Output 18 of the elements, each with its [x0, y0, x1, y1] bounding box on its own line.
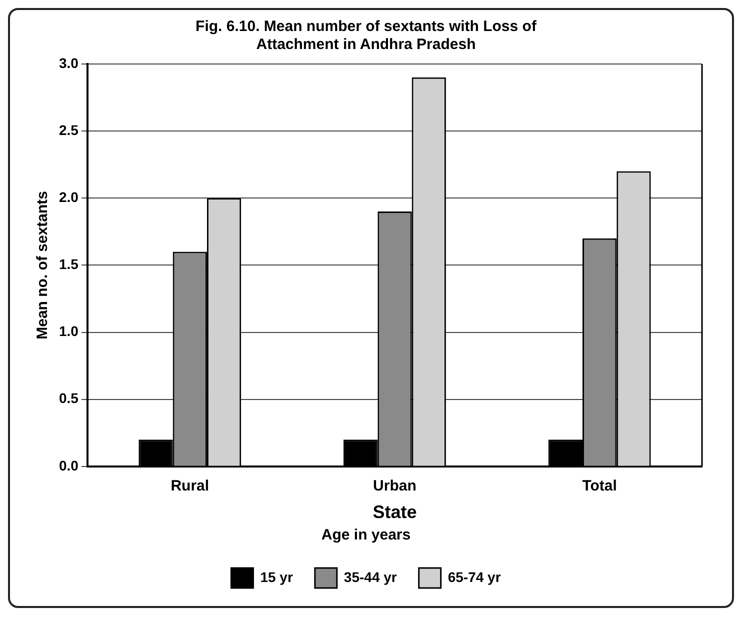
x-tick-label: Rural — [170, 478, 210, 495]
y-tick-label: 3.0 — [58, 54, 79, 71]
legend-label: 35-44 yr — [344, 568, 398, 585]
text: Fig. 6.10. Mean number of sextants with Loss of — [196, 18, 536, 36]
y-tick-label: 1.0 — [58, 323, 79, 340]
x-axis-title: State — [372, 502, 417, 522]
y-tick-label: 0.5 — [58, 390, 79, 406]
legend-label: 65-74 yr — [448, 568, 502, 585]
y-tick-label: 2.0 — [58, 188, 79, 205]
y-axis-title: Mean no. of sextants — [34, 191, 52, 340]
x-tick-label: Urban — [373, 478, 416, 495]
legend-title: Age in years — [321, 526, 411, 544]
y-tick-label: 2.5 — [58, 122, 79, 138]
text: Attachment in Andhra Pradesh — [256, 36, 476, 54]
y-tick-label: 0.0 — [58, 457, 79, 474]
y-tick-label: 1.5 — [58, 256, 79, 272]
x-tick-label: Total — [582, 478, 617, 495]
legend-label: 15 yr — [260, 568, 294, 585]
